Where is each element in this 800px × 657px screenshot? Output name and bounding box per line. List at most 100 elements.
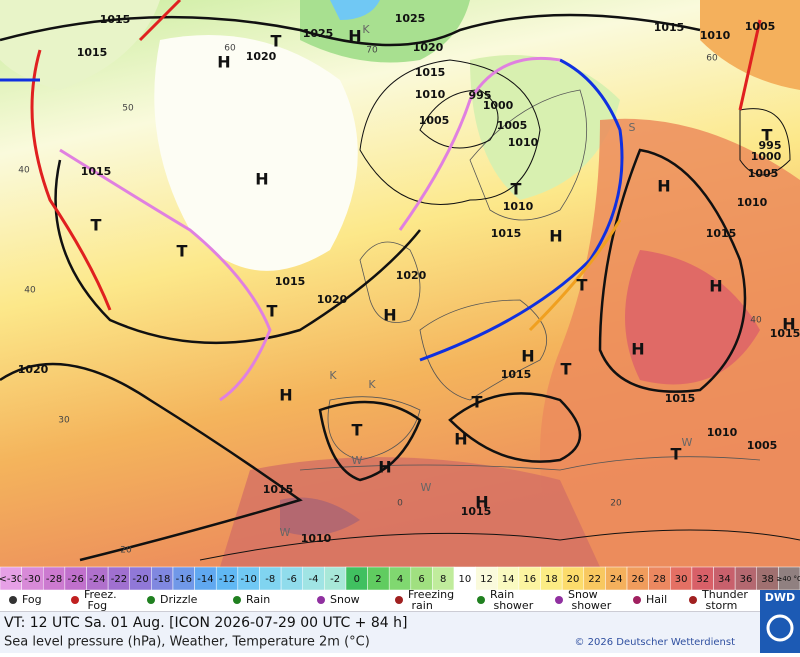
scale-label: -28: [46, 574, 62, 585]
weather-label: Rain shower: [490, 588, 534, 612]
scale-label: 6: [418, 574, 424, 585]
latitude-label: 50: [122, 104, 134, 114]
latitude-label: 40: [750, 316, 762, 326]
scale-label: 12: [480, 574, 493, 585]
weather-icon: [395, 596, 403, 604]
weather-label: Snow shower: [568, 588, 612, 612]
isobar-label: 1020: [413, 41, 444, 54]
logo: [760, 590, 800, 653]
latitude-label: 40: [18, 166, 30, 176]
legend: <-30 -30 -28 -26 -24 -22 -20 -18 -16 -14 -12 -10 -8-…: [0, 566, 800, 613]
scale-label: 0: [354, 574, 360, 585]
weather-symbol: K: [329, 369, 337, 382]
weather-label-line: shower: [490, 599, 534, 612]
isobar-label: 1010: [503, 200, 534, 213]
isobar-label: 1015: [81, 165, 112, 178]
isobar-label: 1000: [483, 99, 514, 112]
weather-icon: [71, 596, 79, 604]
latitude-label: 60: [224, 44, 236, 54]
scale-label: ≥40 °C: [776, 575, 800, 583]
pressure-center: T: [352, 421, 363, 440]
scale-label: -26: [68, 574, 84, 585]
scale-label: 2: [375, 574, 381, 585]
weather-icon: [555, 596, 563, 604]
isobar-label: 1015: [491, 227, 522, 240]
isobar-label: 995: [759, 139, 782, 152]
weather-symbol: W: [280, 526, 291, 539]
pressure-center: T: [577, 276, 588, 295]
isobars: [0, 13, 800, 562]
weather-label: Hail: [646, 593, 667, 606]
isobar-label: 1015: [100, 13, 131, 26]
latitude-label: 40: [24, 286, 36, 296]
isobar-label: 1010: [707, 426, 738, 439]
scale-label: -24: [89, 574, 105, 585]
isobar-label: 1010: [301, 532, 332, 545]
weather-symbol: K: [368, 378, 376, 391]
scale-label: -12: [219, 574, 235, 585]
weather-label-line: shower: [568, 599, 612, 612]
pressure-center: H: [383, 306, 396, 325]
scale-label: 26: [631, 574, 644, 585]
isobar-label: 1000: [751, 150, 782, 163]
pressure-center: T: [267, 302, 278, 321]
scale-label: 14: [502, 574, 515, 585]
isobar-label: 1005: [748, 167, 779, 180]
pressure-center: H: [279, 386, 292, 405]
scale-label: 4: [397, 574, 403, 585]
footer-panel: [0, 612, 760, 653]
pressure-center: T: [271, 32, 282, 51]
description: Sea level pressure (hPa), Weather, Tempe…: [4, 635, 370, 650]
isobar-label: 1015: [654, 21, 685, 34]
pressure-center: H: [348, 27, 361, 46]
scale-label: 22: [588, 574, 601, 585]
scale-label: -6: [287, 574, 297, 585]
weather-label-line: Rain: [490, 588, 514, 601]
isobar-label: 1005: [497, 119, 528, 132]
weather-icon: [477, 596, 485, 604]
copyright: © 2026 Deutscher Wetterdienst: [574, 637, 735, 648]
isobar-label: 1020: [396, 269, 427, 282]
isobar-label: 1005: [745, 20, 776, 33]
isobar-label: 1025: [395, 12, 426, 25]
pressure-center: T: [177, 242, 188, 261]
weather-label-line: rain: [408, 599, 433, 612]
scale-label: -10: [240, 574, 256, 585]
valid-time: VT: 12 UTC Sa. 01 Aug. [ICON 2026-07-29 …: [4, 615, 407, 631]
pressure-center: H: [709, 277, 722, 296]
pressure-center: T: [671, 445, 682, 464]
scale-label: 28: [653, 574, 666, 585]
pressure-center: T: [511, 180, 522, 199]
pressure-center: T: [561, 360, 572, 379]
isobar-label: 1010: [737, 196, 768, 209]
isobar-label: 1020: [317, 293, 348, 306]
scale-label: -18: [154, 574, 170, 585]
isobar-label: 1010: [700, 29, 731, 42]
isobar-label: 1015: [415, 66, 446, 79]
scale-label: 16: [523, 574, 536, 585]
pressure-center: H: [549, 227, 562, 246]
isobar-label: 1025: [303, 27, 334, 40]
weather-label: Rain: [246, 593, 270, 606]
scale-label: -2: [330, 574, 340, 585]
pressure-center: H: [454, 430, 467, 449]
weather-label: Fog: [22, 593, 42, 606]
isobar-label: 1015: [706, 227, 737, 240]
latitude-label: 30: [58, 416, 70, 426]
weather-icon: [633, 596, 641, 604]
latitude-label: 20: [610, 499, 622, 509]
weather-label: Thunder storm: [701, 588, 748, 612]
weather-label: Drizzle: [160, 593, 198, 606]
isobar-label: 1015: [501, 368, 532, 381]
map-labels: 1015 1015 1015 1020 1025 1025 1020 1020 1015 1010…: [18, 12, 800, 556]
scale-label: <-30: [0, 574, 23, 585]
weather-icon: [9, 596, 17, 604]
weather-symbol: S: [629, 121, 636, 134]
isobar-label: 1015: [665, 392, 696, 405]
map-background: [0, 0, 800, 567]
weather-icon: [317, 596, 325, 604]
weather-label-line: Thunder: [701, 588, 748, 601]
scale-label: 32: [696, 574, 709, 585]
scale-label: 34: [718, 574, 731, 585]
